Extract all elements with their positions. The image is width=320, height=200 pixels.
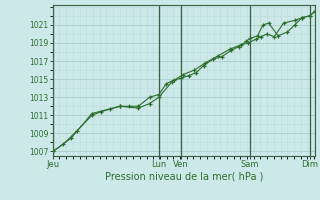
X-axis label: Pression niveau de la mer( hPa ): Pression niveau de la mer( hPa ) bbox=[105, 172, 263, 182]
